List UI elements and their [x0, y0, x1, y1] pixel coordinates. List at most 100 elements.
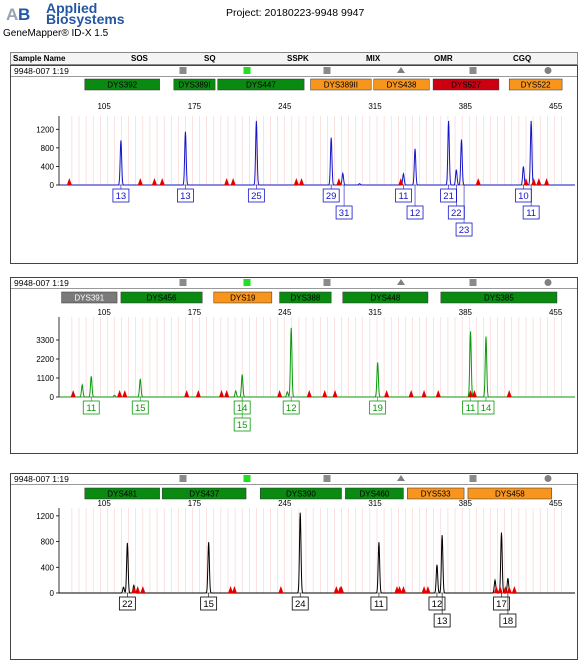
gray-circle-icon — [544, 475, 552, 482]
allele-call-11: 11 — [82, 397, 100, 415]
locus-marker-dys391: DYS391 — [61, 291, 118, 304]
allele-call-25: 25 — [247, 185, 265, 203]
allele-box — [247, 188, 265, 203]
locus-marker-dys437: DYS437 — [161, 487, 247, 500]
allele-label: 10 — [518, 191, 529, 202]
artifact-marker — [131, 586, 137, 593]
locus-marker-dys448: DYS448 — [342, 291, 429, 304]
allele-label: 22 — [122, 599, 133, 610]
artifact-marker — [224, 178, 230, 185]
allele-call-15: 15 — [233, 397, 251, 432]
locus-marker-box — [310, 78, 372, 91]
square-shape — [469, 67, 477, 74]
gray-square-icon — [179, 67, 187, 74]
artifact-marker — [228, 586, 234, 593]
square-shape — [179, 475, 187, 482]
locus-marker-label: DYS437 — [189, 490, 219, 499]
col-sq[interactable]: SQ — [204, 54, 216, 63]
locus-marker-dys385: DYS385 — [440, 291, 558, 304]
col-sspk[interactable]: SSPK — [287, 54, 309, 63]
square-shape — [179, 279, 187, 286]
artifact-marker — [471, 390, 477, 397]
locus-marker-label: DYS438 — [387, 81, 417, 90]
gray-circle-icon — [544, 67, 552, 74]
circle-shape — [544, 279, 552, 286]
locus-marker-box — [84, 487, 160, 500]
x-tick-label: 105 — [97, 308, 111, 317]
allele-label: 13 — [437, 616, 448, 627]
locus-marker-dys438: DYS438 — [373, 78, 430, 91]
x-tick-label: 175 — [188, 102, 202, 111]
artifact-marker — [159, 178, 165, 185]
artifact-marker — [400, 586, 406, 593]
gray-square-icon — [469, 279, 477, 286]
allele-box — [395, 188, 412, 203]
allele-box — [335, 205, 353, 220]
locus-marker-label: DYS19 — [230, 294, 256, 303]
allele-call-11: 11 — [522, 185, 540, 220]
col-cgq[interactable]: CGQ — [513, 54, 532, 63]
locus-marker-dys456: DYS456 — [120, 291, 203, 304]
allele-box — [493, 596, 510, 611]
y-tick-label: 0 — [50, 589, 55, 598]
allele-box — [370, 596, 388, 611]
locus-marker-label: DYS522 — [521, 81, 551, 90]
artifact-marker — [151, 178, 157, 185]
allele-call-13: 13 — [177, 185, 194, 203]
locus-marker-box — [173, 78, 216, 91]
gray-triangle-icon — [397, 67, 405, 73]
x-tick-label: 315 — [368, 102, 382, 111]
locus-marker-box — [84, 78, 160, 91]
artifact-marker — [523, 178, 529, 185]
artifact-marker — [544, 178, 550, 185]
locus-marker-dys390: DYS390 — [259, 487, 342, 500]
allele-label: 23 — [459, 225, 470, 236]
col-sos[interactable]: SOS — [131, 54, 148, 63]
col-omr[interactable]: OMR — [434, 54, 453, 63]
green-square-icon — [243, 279, 251, 286]
locus-marker-dys388: DYS388 — [279, 291, 332, 304]
brand-line-1: Applied — [46, 0, 98, 16]
artifact-marker — [475, 178, 481, 185]
allele-label: 21 — [443, 191, 454, 202]
col-mix[interactable]: MIX — [366, 54, 381, 63]
artifact-marker — [425, 586, 431, 593]
svg-text:A: A — [6, 5, 18, 24]
col-sample-name[interactable]: Sample Name — [13, 54, 66, 63]
locus-marker-box — [279, 291, 332, 304]
locus-marker-label: DYS456 — [147, 294, 177, 303]
allele-label: 15 — [237, 420, 248, 431]
gray-triangle-icon — [397, 475, 405, 481]
triangle-shape — [397, 475, 405, 481]
locus-marker-dys527: DYS527 — [432, 78, 500, 91]
allele-label: 12 — [432, 599, 443, 610]
square-shape — [323, 67, 331, 74]
signal-trace — [59, 120, 575, 186]
locus-marker-label: DYS460 — [360, 490, 390, 499]
locus-marker-box — [508, 78, 563, 91]
allele-call-29: 29 — [322, 185, 340, 203]
allele-call-22: 22 — [118, 593, 136, 611]
project-title: Project: 20180223-9948 9947 — [226, 7, 365, 19]
locus-marker-box — [61, 291, 118, 304]
x-tick-label: 455 — [549, 102, 563, 111]
allele-call-13: 13 — [433, 593, 451, 628]
artifact-marker — [117, 390, 123, 397]
artifact-marker — [277, 390, 283, 397]
allele-box — [82, 400, 100, 415]
brand-name: Applied Biosystems — [46, 0, 125, 27]
allele-label: 14 — [481, 403, 492, 414]
artifact-marker — [306, 390, 312, 397]
app-name: GeneMapper® ID-X 1.5 — [3, 28, 109, 39]
locus-marker-label: DYS533 — [421, 490, 451, 499]
locus-marker-dys389i: DYS389I — [173, 78, 216, 91]
brand-line-2: Biosystems — [46, 11, 125, 27]
locus-marker-box — [440, 291, 558, 304]
artifact-marker — [493, 586, 499, 593]
square-shape — [323, 475, 331, 482]
artifact-marker — [122, 390, 128, 397]
applied-biosystems-logo-icon: A B — [5, 4, 43, 24]
locus-marker-dys458: DYS458 — [467, 487, 553, 500]
allele-label: 22 — [451, 208, 462, 219]
artifact-marker — [333, 586, 339, 593]
